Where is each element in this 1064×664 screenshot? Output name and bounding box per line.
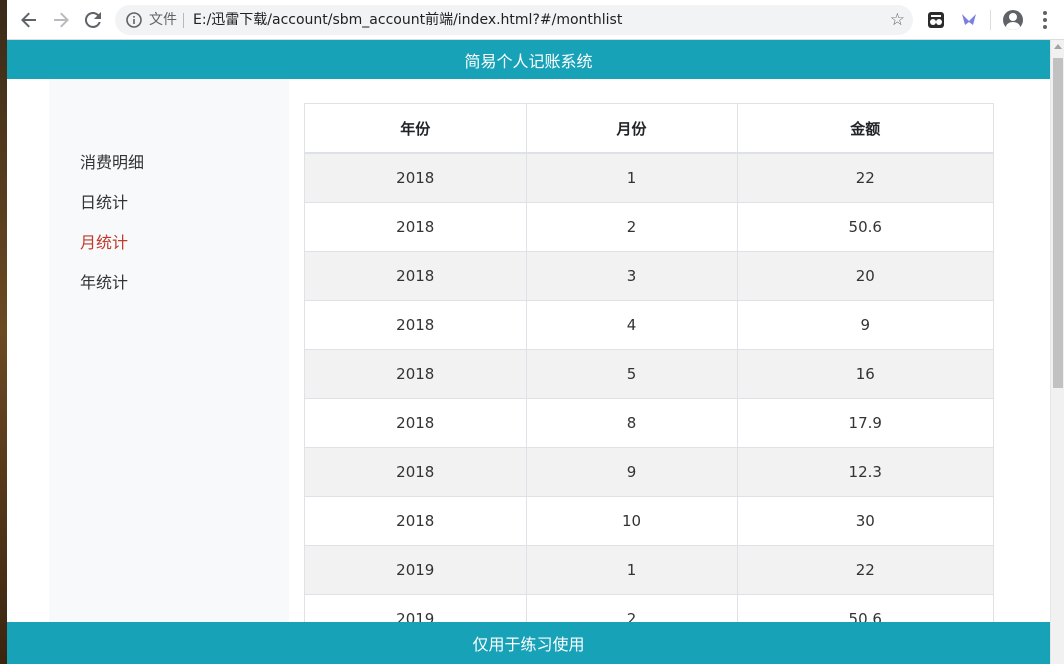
reload-button[interactable] <box>81 8 105 32</box>
cell-month: 8 <box>526 398 738 448</box>
column-header-amount: 金额 <box>737 104 993 154</box>
back-button[interactable] <box>17 8 41 32</box>
table-row: 2018 1 22 <box>305 153 993 203</box>
cell-year: 2019 <box>305 545 527 595</box>
table-header-row: 年份 月份 金额 <box>305 104 993 154</box>
arrow-right-icon <box>54 12 69 28</box>
url-text[interactable]: E:/迅雷下载/account/sbm_account前端/index.html… <box>193 12 623 28</box>
cell-month: 10 <box>526 496 738 546</box>
cell-year: 2018 <box>305 300 527 350</box>
cell-amount: 22 <box>737 153 993 203</box>
cell-year: 2018 <box>305 398 527 448</box>
table-row: 2018 10 30 <box>305 496 993 546</box>
scroll-up-arrow-icon[interactable] <box>1054 44 1062 49</box>
url-divider <box>183 13 184 28</box>
extension-icon-bird[interactable] <box>960 11 978 29</box>
sidebar-item-yearly-stats[interactable]: 年统计 <box>80 273 129 292</box>
sidebar: 消费明细 日统计 月统计 年统计 <box>49 79 289 639</box>
footer-text: 仅用于练习使用 <box>472 635 585 654</box>
table-row: 2018 2 50.6 <box>305 202 993 252</box>
column-header-year: 年份 <box>305 104 527 154</box>
cell-month: 3 <box>526 251 738 301</box>
sidebar-item-daily-stats[interactable]: 日统计 <box>80 193 129 212</box>
app-header: 简易个人记账系统 <box>7 40 1050 79</box>
desktop-background-strip <box>0 0 7 664</box>
extension-icon-tampermonkey[interactable] <box>927 11 945 29</box>
scrollbar-thumb[interactable] <box>1053 58 1063 388</box>
cell-amount: 12.3 <box>737 447 993 497</box>
cell-month: 5 <box>526 349 738 399</box>
browser-toolbar: 文件 E:/迅雷下载/account/sbm_account前端/index.h… <box>7 0 1064 40</box>
toolbar-divider <box>990 10 991 30</box>
bookmark-star-icon[interactable]: ☆ <box>889 10 905 30</box>
info-icon[interactable] <box>125 11 143 29</box>
page-viewport: 简易个人记账系统 消费明细 日统计 月统计 年统计 年份 月份 金额 <box>7 40 1050 664</box>
monthly-stats-table: 年份 月份 金额 2018 1 22 2018 2 50.6 <box>304 103 994 644</box>
url-scheme-label: 文件 <box>149 12 177 28</box>
column-header-month: 月份 <box>526 104 738 154</box>
table-row: 2018 4 9 <box>305 300 993 350</box>
cell-amount: 16 <box>737 349 993 399</box>
cell-year: 2018 <box>305 202 527 252</box>
cell-year: 2018 <box>305 153 527 203</box>
cell-month: 4 <box>526 300 738 350</box>
cell-month: 1 <box>526 545 738 595</box>
cell-year: 2018 <box>305 349 527 399</box>
table-row: 2018 3 20 <box>305 251 993 301</box>
arrow-left-icon <box>21 12 36 28</box>
browser-window: 文件 E:/迅雷下载/account/sbm_account前端/index.h… <box>7 0 1064 664</box>
sidebar-item-expense-details[interactable]: 消费明细 <box>80 153 145 172</box>
cell-amount: 50.6 <box>737 202 993 252</box>
cell-amount: 22 <box>737 545 993 595</box>
profile-avatar-icon[interactable] <box>1003 10 1023 30</box>
sidebar-item-monthly-stats[interactable]: 月统计 <box>80 233 129 252</box>
app-footer: 仅用于练习使用 <box>7 622 1050 664</box>
cell-year: 2018 <box>305 447 527 497</box>
cell-amount: 17.9 <box>737 398 993 448</box>
page-scrollbar[interactable] <box>1050 40 1064 664</box>
cell-month: 2 <box>526 202 738 252</box>
cell-year: 2018 <box>305 251 527 301</box>
reload-icon <box>85 12 101 28</box>
table-row: 2019 1 22 <box>305 545 993 595</box>
cell-amount: 30 <box>737 496 993 546</box>
cell-amount: 20 <box>737 251 993 301</box>
address-bar[interactable]: 文件 E:/迅雷下载/account/sbm_account前端/index.h… <box>115 5 913 35</box>
table-row: 2018 9 12.3 <box>305 447 993 497</box>
cell-month: 9 <box>526 447 738 497</box>
table-row: 2018 5 16 <box>305 349 993 399</box>
app-title: 简易个人记账系统 <box>464 51 593 71</box>
cell-month: 1 <box>526 153 738 203</box>
more-menu-icon[interactable] <box>1037 10 1053 30</box>
cell-year: 2018 <box>305 496 527 546</box>
forward-button[interactable] <box>49 8 73 32</box>
cell-amount: 9 <box>737 300 993 350</box>
table-row: 2018 8 17.9 <box>305 398 993 448</box>
